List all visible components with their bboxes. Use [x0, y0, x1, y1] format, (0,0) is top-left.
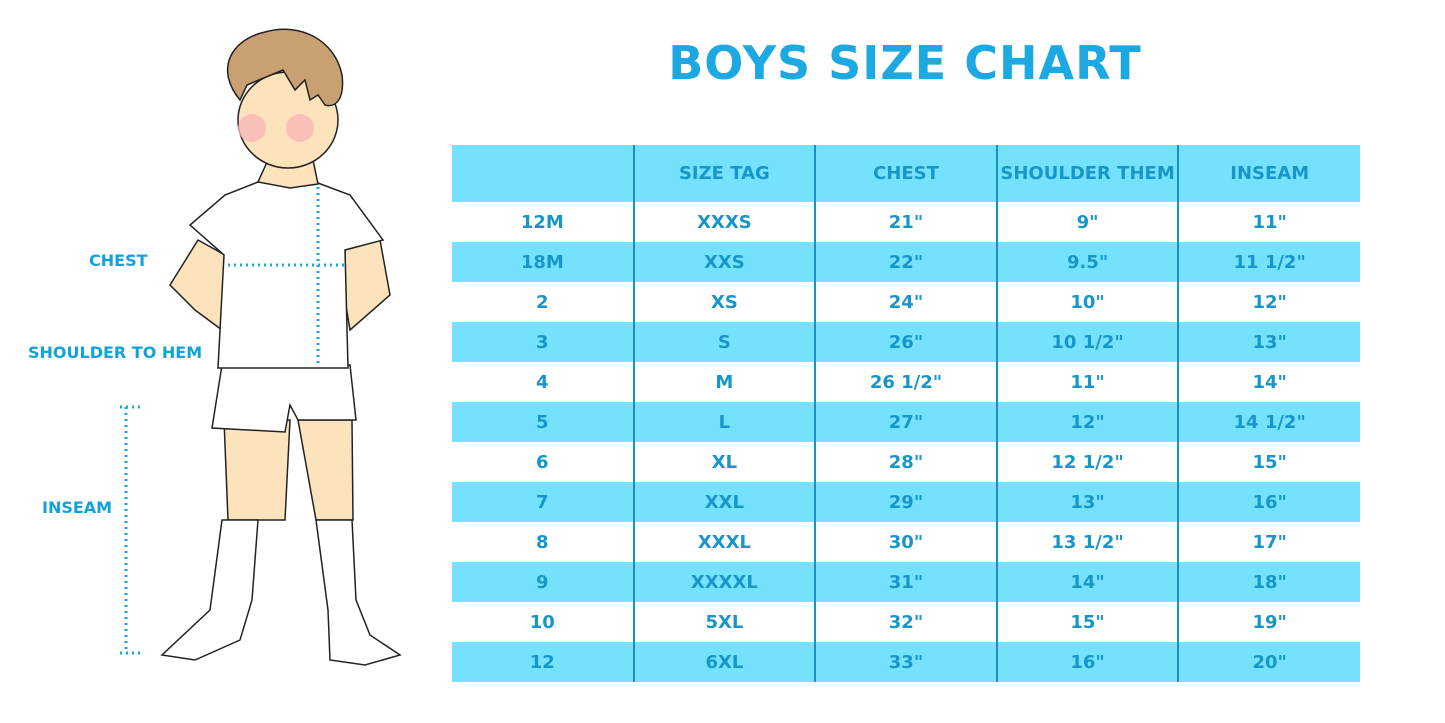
- table-cell: 20": [1177, 642, 1360, 682]
- table-cell: 19": [1177, 602, 1360, 642]
- table-cell: 13": [1177, 322, 1360, 362]
- table-cell: 10": [995, 282, 1179, 322]
- table-cell: 9: [452, 562, 634, 602]
- table-cell: 12": [1177, 282, 1360, 322]
- table-row: 3 S 26" 10 1/2" 13": [452, 322, 1360, 362]
- table-cell: 12M: [520, 211, 564, 233]
- table-cell: 3: [452, 322, 634, 362]
- table-cell: 15": [995, 602, 1179, 642]
- table-cell: 14": [1177, 362, 1360, 402]
- column-header: CHEST: [814, 145, 997, 202]
- table-cell: 31": [814, 562, 997, 602]
- table-row: 9 XXXXL 31" 14" 18": [452, 562, 1360, 602]
- table-cell: 21": [814, 202, 997, 242]
- table-cell: XXS: [632, 242, 816, 282]
- table-cell: XS: [632, 282, 816, 322]
- table-cell: 9.5": [995, 242, 1179, 282]
- table-cell: 26 1/2": [814, 362, 997, 402]
- boy-illustration: [120, 28, 402, 666]
- table-cell: XXXL: [632, 522, 816, 562]
- table-cell: 5: [452, 402, 634, 442]
- table-cell: 5XL: [632, 602, 816, 642]
- table-row: 12 6XL 33" 16" 20": [452, 642, 1360, 682]
- table-row: 18M XXS 22" 9.5" 11 1/2": [452, 242, 1360, 282]
- table-cell: XXXS: [632, 202, 816, 242]
- table-cell: 16": [1177, 482, 1360, 522]
- table-cell: 18": [1177, 562, 1360, 602]
- table-cell: 16": [995, 642, 1179, 682]
- table-cell: 30": [814, 522, 997, 562]
- table-cell: 11 1/2": [1177, 242, 1360, 282]
- table-cell: 11": [995, 362, 1179, 402]
- table-cell: 4: [536, 371, 549, 393]
- shoulder-to-hem-label: SHOULDER TO HEM: [28, 343, 203, 362]
- table-cell: 32": [814, 602, 997, 642]
- table-cell: 14 1/2": [1177, 402, 1360, 442]
- table-row: 4 M 26 1/2" 11" 14": [452, 362, 1360, 402]
- table-cell: 17": [1177, 522, 1360, 562]
- table-cell: 33": [814, 642, 997, 682]
- table-cell: 27": [814, 402, 997, 442]
- chest-label: CHEST: [89, 251, 148, 270]
- size-table: SIZE TAG CHEST SHOULDER THEM INSEAM 12M XXXS…: [452, 145, 1360, 682]
- table-cell: XXXXL: [632, 562, 816, 602]
- table-cell: L: [632, 402, 816, 442]
- table-cell: 10 1/2": [995, 322, 1179, 362]
- table-cell: 6: [536, 451, 549, 473]
- table-cell: 18M: [452, 242, 634, 282]
- column-header: SIZE TAG: [632, 145, 816, 202]
- inseam-label: INSEAM: [42, 498, 113, 517]
- table-cell: 14": [995, 562, 1179, 602]
- table-cell: 12 1/2": [995, 442, 1179, 482]
- table-row: 5 L 27" 12" 14 1/2": [452, 402, 1360, 442]
- column-header: INSEAM: [1177, 145, 1360, 202]
- table-cell: 9": [995, 202, 1179, 242]
- table-cell: 10: [529, 611, 555, 633]
- table-row: 7 XXL 29" 13" 16": [452, 482, 1360, 522]
- table-row: 10 5XL 32" 15" 19": [452, 602, 1360, 642]
- table-cell: 13": [995, 482, 1179, 522]
- table-cell: 12: [452, 642, 634, 682]
- table-cell: XL: [632, 442, 816, 482]
- column-header: [452, 145, 634, 202]
- table-cell: 26": [814, 322, 997, 362]
- table-cell: 11": [1177, 202, 1360, 242]
- table-cell: 7: [452, 482, 634, 522]
- table-cell: 24": [814, 282, 997, 322]
- table-cell: 29": [814, 482, 997, 522]
- column-header: SHOULDER THEM: [995, 145, 1179, 202]
- table-cell: 8: [536, 531, 549, 553]
- table-row: 2 XS 24" 10" 12": [452, 282, 1360, 322]
- table-cell: 15": [1177, 442, 1360, 482]
- table-cell: M: [632, 362, 816, 402]
- table-cell: 28": [814, 442, 997, 482]
- table-cell: 12": [995, 402, 1179, 442]
- table-row: 12M XXXS 21" 9" 11": [452, 202, 1360, 242]
- table-cell: 22": [814, 242, 997, 282]
- page-title: BOYS SIZE CHART: [668, 36, 1142, 90]
- table-cell: XXL: [632, 482, 816, 522]
- table-row: 6 XL 28" 12 1/2" 15": [452, 442, 1360, 482]
- table-cell: 6XL: [632, 642, 816, 682]
- table-cell: S: [632, 322, 816, 362]
- table-cell: 13 1/2": [995, 522, 1179, 562]
- table-row: 8 XXXL 30" 13 1/2" 17": [452, 522, 1360, 562]
- table-cell: 2: [536, 291, 549, 313]
